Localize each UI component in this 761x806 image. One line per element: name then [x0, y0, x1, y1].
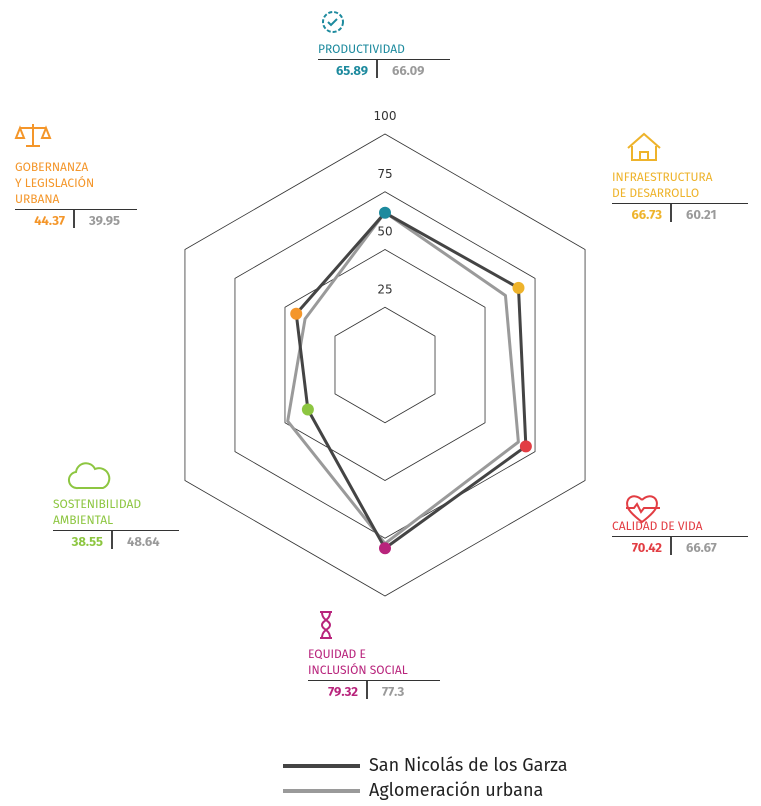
icon-check	[327, 18, 338, 27]
value-label: 66.67	[686, 541, 717, 556]
axis-block: PRODUCTIVIDAD 65.89 66.09	[318, 42, 450, 79]
axis-label: GOBERNANZA Y LEGISLACIÓN URBANA	[15, 160, 137, 210]
axis-block: INFRAESTRUCTURA DE DESARROLLO 66.73 60.21	[612, 170, 748, 223]
value-label: 65.89	[336, 64, 368, 79]
axis-label: PRODUCTIVIDAD	[318, 42, 450, 60]
value-label: 38.55	[71, 535, 103, 550]
separator	[376, 59, 378, 78]
point	[519, 440, 532, 453]
r-tick-label: 50	[377, 225, 392, 239]
legend-label: Aglomeración urbana	[369, 779, 544, 801]
axis-label: CALIDAD DE VIDA	[612, 519, 748, 537]
axis-block: CALIDAD DE VIDA 70.42 66.67	[612, 519, 748, 556]
axis-block: GOBERNANZA Y LEGISLACIÓN URBANA 44.37 39.9…	[15, 160, 137, 229]
value-label: 48.64	[127, 535, 160, 550]
separator	[366, 680, 368, 699]
icon-gear	[322, 11, 344, 33]
legend-label: San Nicolás de los Garza	[369, 754, 568, 776]
separator	[670, 203, 672, 222]
axis-block: EQUIDAD E INCLUSIÓN SOCIAL 79.32 77.3	[308, 647, 440, 700]
icon-heart	[626, 495, 660, 524]
r-tick-label: 25	[377, 282, 392, 296]
icons	[14, 11, 661, 639]
r-tick-label: 100	[374, 109, 397, 123]
grid-ring	[334, 306, 436, 424]
value-label: 66.73	[631, 208, 662, 223]
grid-ring	[284, 249, 486, 481]
axis-values: 70.42 66.67	[612, 536, 748, 556]
axis-label: EQUIDAD E INCLUSIÓN SOCIAL	[308, 647, 440, 681]
separator	[670, 536, 672, 555]
point	[301, 403, 314, 416]
separator	[111, 530, 113, 549]
axis-label: SOSTENIBILIDAD AMBIENTAL	[53, 497, 179, 531]
point	[290, 307, 303, 320]
r-tick-label: 75	[377, 167, 392, 181]
value-label: 70.42	[631, 541, 662, 556]
icon-house	[627, 132, 661, 161]
axis-values: 44.37 39.95	[15, 209, 137, 229]
axis-label: INFRAESTRUCTURA DE DESARROLLO	[612, 170, 748, 204]
axis-values: 66.73 60.21	[612, 203, 748, 223]
value-label: 39.95	[89, 214, 120, 229]
grid-ring	[184, 133, 586, 597]
grid-ring	[234, 191, 536, 539]
value-label: 79.32	[328, 685, 358, 700]
point	[379, 542, 391, 555]
point	[512, 281, 525, 294]
axis-block: SOSTENIBILIDAD AMBIENTAL 38.55 48.64	[53, 497, 179, 550]
axis-values: 38.55 48.64	[53, 530, 179, 550]
icon-dna	[320, 611, 332, 639]
value-label: 44.37	[34, 214, 65, 229]
series-line	[286, 210, 520, 546]
axis-values: 79.32 77.3	[308, 680, 440, 700]
point	[379, 206, 391, 219]
icon-scale	[14, 124, 52, 147]
separator	[73, 209, 75, 228]
value-label: 77.3	[382, 685, 405, 700]
icon-cloud	[67, 462, 111, 490]
value-label: 66.09	[392, 64, 425, 79]
value-label: 60.21	[686, 208, 717, 223]
axis-values: 65.89 66.09	[318, 59, 450, 79]
series-line	[294, 211, 528, 550]
